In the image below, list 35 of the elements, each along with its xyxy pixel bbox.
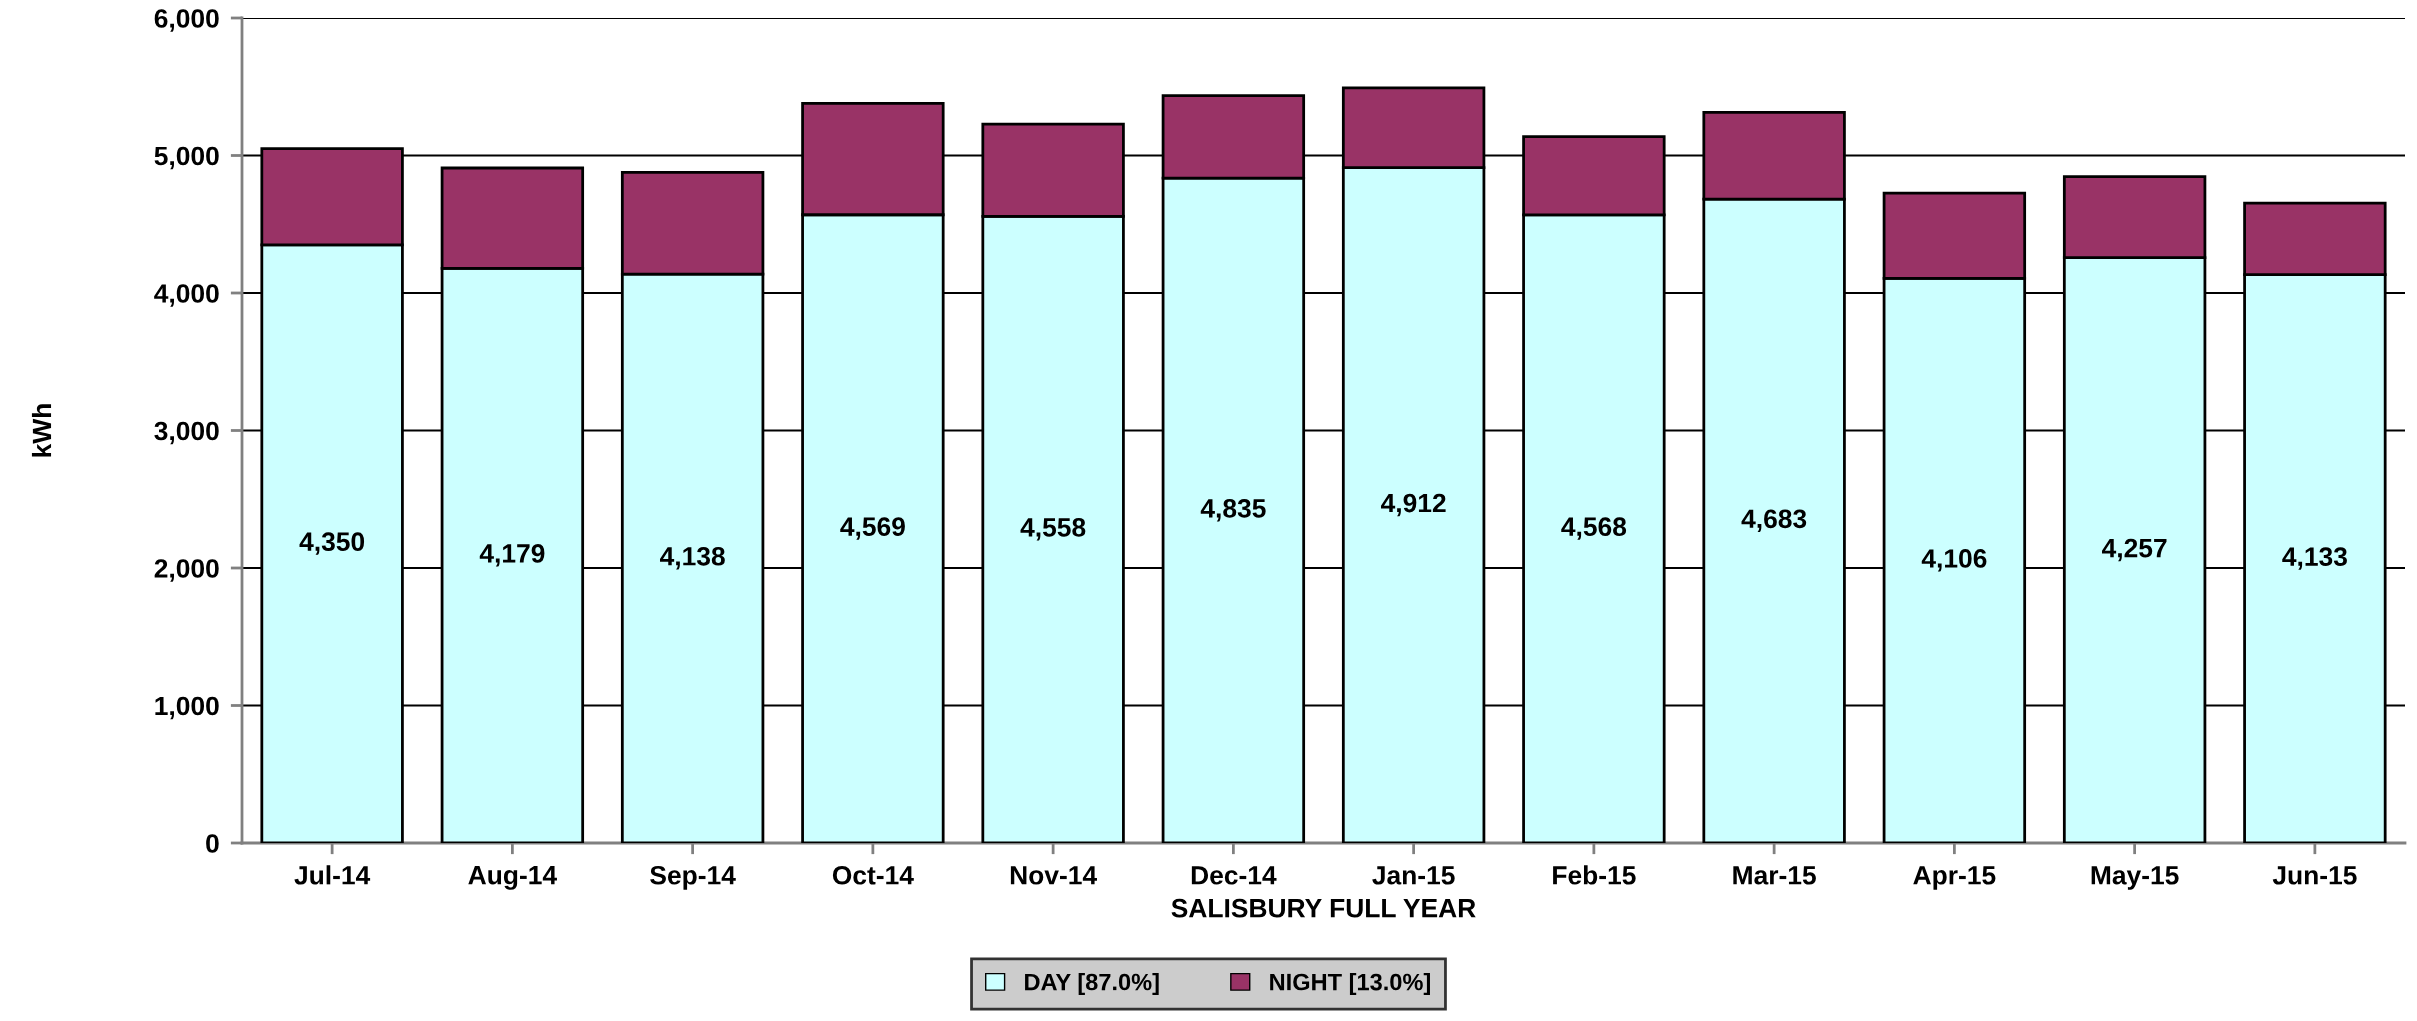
x-tick-label: May-15 (2091, 866, 2179, 890)
y-axis-title: kWh (31, 404, 52, 457)
data-label: 4,568 (1561, 517, 1627, 540)
data-label: 4,350 (299, 532, 365, 555)
y-tick-label: 6,000 (154, 9, 219, 32)
legend-label: DAY [87.0%] (1025, 973, 1159, 996)
data-label: 4,133 (2282, 547, 2347, 570)
x-tick-label: Dec-14 (1191, 866, 1277, 885)
y-tick-label: 3,000 (154, 421, 219, 445)
data-label: 4,257 (2102, 538, 2167, 562)
y-tick-label: 4,000 (154, 284, 219, 307)
x-axis-title: SALISBURY FULL YEAR (1171, 898, 1476, 918)
data-label: 4,138 (660, 546, 725, 570)
x-tick-label: Jul-14 (294, 865, 371, 885)
x-tick-label: Mar-15 (1733, 866, 1816, 885)
y-tick-label: 0 (206, 834, 219, 853)
x-tick-label: Jan-15 (1372, 866, 1455, 885)
x-tick-label: Nov-14 (1010, 866, 1097, 885)
x-tick-label: Jun-15 (2272, 866, 2357, 885)
x-tick-label: Oct-14 (832, 865, 914, 885)
data-label: 4,835 (1200, 498, 1266, 522)
data-label: 4,683 (1741, 509, 1807, 532)
data-label: 4,912 (1381, 493, 1446, 517)
y-tick-label: 5,000 (154, 146, 219, 170)
x-tick-label: Sep-14 (650, 865, 736, 890)
y-tick-label: 1,000 (155, 696, 219, 720)
data-label: 4,558 (1020, 518, 1086, 541)
data-label: 4,179 (479, 544, 545, 567)
x-tick-label: Feb-15 (1553, 865, 1636, 885)
data-label: 4,569 (840, 517, 905, 540)
legend-label: NIGHT [13.0%] (1270, 973, 1430, 996)
y-tick-label: 2,000 (154, 559, 219, 582)
x-tick-label: Aug-14 (468, 866, 557, 890)
data-label: 4,106 (1921, 549, 1987, 572)
x-tick-label: Apr-15 (1913, 866, 1996, 890)
